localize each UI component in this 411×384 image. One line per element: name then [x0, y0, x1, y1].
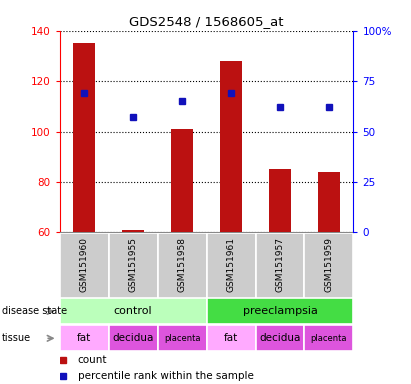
- Text: decidua: decidua: [259, 333, 301, 343]
- Text: placenta: placenta: [311, 334, 347, 343]
- Bar: [109, 233, 157, 298]
- Bar: [109, 325, 157, 351]
- Bar: [318, 172, 340, 232]
- Bar: [220, 61, 242, 232]
- Text: preeclampsia: preeclampsia: [242, 306, 317, 316]
- Bar: [256, 233, 305, 298]
- Text: GSM151958: GSM151958: [178, 237, 187, 291]
- Bar: [73, 43, 95, 232]
- Bar: [60, 298, 206, 324]
- Text: GSM151959: GSM151959: [324, 237, 333, 291]
- Bar: [206, 233, 256, 298]
- Bar: [256, 325, 305, 351]
- Text: disease state: disease state: [2, 306, 67, 316]
- Title: GDS2548 / 1568605_at: GDS2548 / 1568605_at: [129, 15, 284, 28]
- Bar: [60, 325, 109, 351]
- Text: GSM151957: GSM151957: [275, 237, 284, 291]
- Text: GSM151955: GSM151955: [129, 237, 138, 291]
- Bar: [269, 169, 291, 232]
- Text: GSM151961: GSM151961: [226, 237, 236, 291]
- Bar: [157, 233, 206, 298]
- Text: decidua: decidua: [112, 333, 154, 343]
- Text: GSM151960: GSM151960: [80, 237, 89, 291]
- Bar: [206, 298, 353, 324]
- Bar: [157, 325, 206, 351]
- Bar: [171, 129, 193, 232]
- Text: tissue: tissue: [2, 333, 31, 343]
- Text: fat: fat: [77, 333, 91, 343]
- Bar: [305, 325, 353, 351]
- Text: percentile rank within the sample: percentile rank within the sample: [78, 371, 254, 381]
- Text: count: count: [78, 354, 107, 365]
- Bar: [305, 233, 353, 298]
- Bar: [122, 230, 144, 232]
- Text: control: control: [114, 306, 152, 316]
- Bar: [206, 325, 256, 351]
- Text: placenta: placenta: [164, 334, 200, 343]
- Text: fat: fat: [224, 333, 238, 343]
- Bar: [60, 233, 109, 298]
